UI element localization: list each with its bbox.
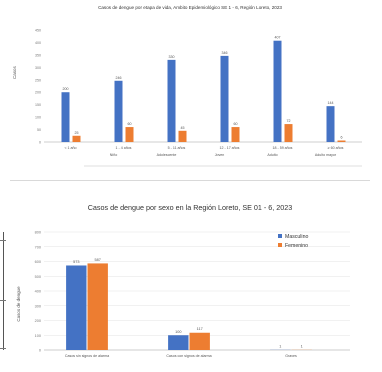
bar-value-label: 200 — [63, 87, 69, 91]
left-edge-tick — [0, 300, 6, 301]
bar-value-label: 407 — [275, 36, 281, 40]
bar — [87, 263, 108, 350]
y-tick-label: 300 — [35, 66, 41, 70]
x-tick-label: 12 - 17 años — [220, 146, 240, 150]
group-label: Adolescente — [157, 153, 177, 157]
bar — [125, 127, 134, 142]
bar — [72, 135, 81, 142]
x-tick-label: < 1 año — [64, 146, 76, 150]
sex-chart: Casos de dengue por sexo en la Región Lo… — [16, 203, 350, 358]
x-tick-label: Casos sin signos de alarma — [65, 354, 109, 358]
bar — [231, 127, 240, 142]
x-tick-label: 18 - 59 años — [273, 146, 293, 150]
bar — [220, 55, 229, 142]
bar-value-label: 60 — [128, 122, 132, 126]
y-tick-label: 500 — [35, 275, 41, 279]
bar — [337, 140, 346, 142]
bar — [284, 124, 293, 142]
bar-value-label: 60 — [234, 122, 238, 126]
x-tick-label: 1 - 4 años — [116, 146, 132, 150]
bar-value-label: 117 — [197, 327, 203, 331]
x-tick-label: Casos con signos de alarma — [166, 354, 211, 358]
sex-chart-panel: Casos de dengue por sexo en la Región Lo… — [10, 196, 370, 370]
bar — [167, 59, 176, 142]
bar-value-label: 587 — [95, 258, 101, 262]
y-tick-label: 400 — [35, 290, 41, 294]
y-tick-label: 250 — [35, 78, 41, 82]
left-edge-tick — [0, 348, 6, 349]
y-tick-label: 200 — [35, 91, 41, 95]
y-tick-label: 300 — [35, 304, 41, 308]
age-chart: Casos de dengue por etapa de vida, Ambit… — [12, 5, 362, 167]
bar-value-label: 1 — [301, 344, 303, 348]
group-label: Niño — [110, 153, 117, 157]
y-tick-label: 50 — [37, 128, 41, 132]
y-tick-label: 450 — [35, 29, 41, 33]
y-axis-label: Casos de dengue — [16, 286, 21, 322]
chart-title: Casos de dengue por sexo en la Región Lo… — [88, 203, 293, 212]
bar — [66, 265, 87, 350]
x-tick-label: Graves — [285, 354, 297, 358]
legend-swatch — [278, 243, 282, 247]
y-tick-label: 100 — [35, 116, 41, 120]
chart-title: Casos de dengue por etapa de vida, Ambit… — [98, 5, 282, 10]
bar-value-label: 246 — [116, 76, 122, 80]
age-chart-panel: Casos de dengue por etapa de vida, Ambit… — [10, 0, 370, 181]
bar-value-label: 72 — [287, 119, 291, 123]
group-label: Adulto mayor — [315, 153, 337, 157]
bar — [326, 106, 335, 142]
group-label: Adulto — [267, 153, 277, 157]
x-tick-label: 5 - 11 años — [168, 146, 186, 150]
y-tick-label: 400 — [35, 41, 41, 45]
bar — [273, 40, 282, 142]
legend-label: Masculino — [285, 234, 308, 240]
legend-label: Femenino — [285, 243, 308, 249]
bar-value-label: 1 — [279, 344, 281, 348]
bar-value-label: 346 — [222, 51, 228, 55]
bar — [114, 80, 123, 142]
bar — [189, 332, 210, 350]
x-tick-label: ≥ 60 años — [328, 146, 344, 150]
y-tick-label: 600 — [35, 260, 41, 264]
y-tick-label: 350 — [35, 53, 41, 57]
bar-value-label: 144 — [328, 101, 334, 105]
bar-value-label: 45 — [181, 126, 185, 130]
left-edge-rule — [3, 232, 4, 350]
y-tick-label: 200 — [35, 319, 41, 323]
bar — [61, 92, 70, 142]
y-tick-label: 150 — [35, 103, 41, 107]
bar — [168, 335, 189, 350]
bar-value-label: 330 — [169, 55, 175, 59]
y-tick-label: 0 — [39, 141, 41, 145]
y-tick-label: 0 — [39, 349, 41, 353]
bar-value-label: 100 — [175, 330, 181, 334]
bar-value-label: 6 — [341, 136, 343, 140]
y-tick-label: 100 — [35, 334, 41, 338]
bar — [178, 130, 187, 142]
y-axis-label: Casos — [12, 65, 17, 79]
group-label: Joven — [215, 153, 225, 157]
left-edge-tick — [0, 240, 6, 241]
bar-value-label: 25 — [75, 131, 79, 135]
bar-value-label: 573 — [73, 260, 79, 264]
y-tick-label: 700 — [35, 245, 41, 249]
y-tick-label: 800 — [35, 231, 41, 235]
legend-swatch — [278, 234, 282, 238]
